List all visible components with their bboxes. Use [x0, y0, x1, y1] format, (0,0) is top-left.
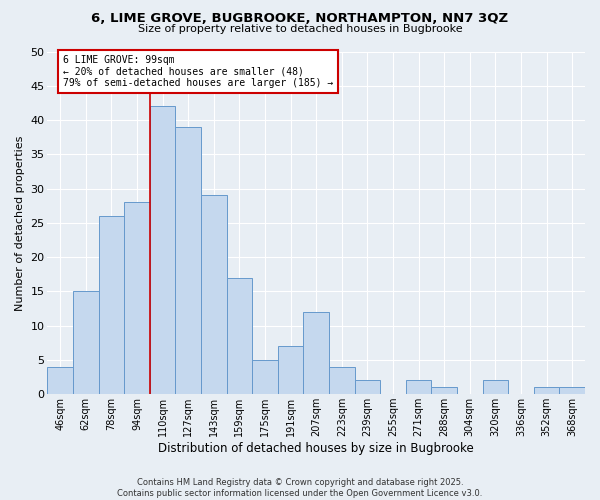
- Bar: [175, 127, 201, 394]
- Bar: [406, 380, 431, 394]
- Bar: [534, 388, 559, 394]
- Bar: [559, 388, 585, 394]
- Text: Contains HM Land Registry data © Crown copyright and database right 2025.
Contai: Contains HM Land Registry data © Crown c…: [118, 478, 482, 498]
- X-axis label: Distribution of detached houses by size in Bugbrooke: Distribution of detached houses by size …: [158, 442, 474, 455]
- Text: 6, LIME GROVE, BUGBROOKE, NORTHAMPTON, NN7 3QZ: 6, LIME GROVE, BUGBROOKE, NORTHAMPTON, N…: [91, 12, 509, 26]
- Bar: [201, 196, 227, 394]
- Bar: [355, 380, 380, 394]
- Bar: [252, 360, 278, 394]
- Y-axis label: Number of detached properties: Number of detached properties: [15, 135, 25, 310]
- Bar: [227, 278, 252, 394]
- Bar: [124, 202, 150, 394]
- Bar: [47, 367, 73, 394]
- Bar: [98, 216, 124, 394]
- Bar: [304, 312, 329, 394]
- Bar: [73, 292, 98, 394]
- Bar: [150, 106, 175, 394]
- Text: Size of property relative to detached houses in Bugbrooke: Size of property relative to detached ho…: [137, 24, 463, 34]
- Text: 6 LIME GROVE: 99sqm
← 20% of detached houses are smaller (48)
79% of semi-detach: 6 LIME GROVE: 99sqm ← 20% of detached ho…: [63, 55, 333, 88]
- Bar: [431, 388, 457, 394]
- Bar: [482, 380, 508, 394]
- Bar: [278, 346, 304, 394]
- Bar: [329, 367, 355, 394]
